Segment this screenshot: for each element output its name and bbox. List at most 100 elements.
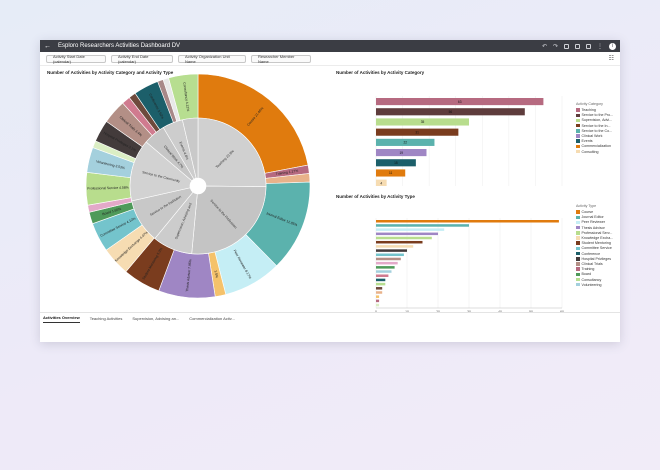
back-arrow-icon[interactable]: ← xyxy=(44,42,51,50)
title-bar: ← Esploro Researchers Activities Dashboa… xyxy=(40,40,620,52)
tab-activities-overview[interactable]: Activities Overview xyxy=(43,313,80,323)
type-legend-label: Committee Service xyxy=(581,246,612,251)
category-legend-label: Events xyxy=(581,139,593,144)
dashboard-window: ← Esploro Researchers Activities Dashboa… xyxy=(40,40,620,342)
type-bar[interactable] xyxy=(376,291,383,294)
sunburst-title: Number of Activities by Activity Categor… xyxy=(47,70,174,75)
type-legend-label: Journal Editor xyxy=(581,215,604,220)
category-legend-item[interactable]: Teaching xyxy=(576,108,613,113)
type-bar[interactable] xyxy=(376,299,380,303)
category-bar[interactable] xyxy=(376,169,406,177)
toolbar-icons: ↶ ↷ ⋮ i xyxy=(541,42,616,50)
sunburst-outer-label: Thesis Advisor 7.95% xyxy=(185,259,192,292)
type-bar[interactable] xyxy=(376,287,383,290)
category-legend-item[interactable]: Commercialization xyxy=(576,144,613,149)
type-bar[interactable] xyxy=(376,266,395,269)
type-legend-swatch xyxy=(576,267,580,271)
type-bar[interactable] xyxy=(376,253,404,257)
type-legend-swatch xyxy=(576,272,580,277)
category-data-label: 63 xyxy=(458,100,462,104)
window-title: Esploro Researchers Activities Dashboard… xyxy=(58,43,181,49)
filter-toggle-icon[interactable]: ☷ xyxy=(608,56,614,62)
category-legend-item[interactable]: Service to the In... xyxy=(576,123,613,128)
type-legend-item[interactable]: Consultancy xyxy=(576,277,613,282)
type-legend-item[interactable]: Hospital Privileges xyxy=(576,256,613,261)
type-bar[interactable] xyxy=(376,270,392,273)
edit-icon[interactable] xyxy=(586,43,591,49)
type-tick-label: 20 xyxy=(436,310,440,312)
type-bar-chart[interactable]: 0102030405060Count of Activities xyxy=(332,200,572,312)
category-legend-item[interactable]: Service to the Co... xyxy=(576,128,613,133)
category-bar[interactable] xyxy=(376,149,427,157)
sunburst-outer-label: Training 1.17% xyxy=(275,169,298,176)
type-bar[interactable] xyxy=(376,249,407,252)
category-bar[interactable] xyxy=(376,128,459,136)
filter-end-date[interactable]: Activity End Date (calendar) xyxy=(111,54,173,64)
category-bar[interactable] xyxy=(376,159,416,167)
type-bar[interactable] xyxy=(376,228,445,231)
type-legend-swatch xyxy=(576,220,580,225)
category-legend-swatch xyxy=(576,149,580,154)
type-tick-label: 50 xyxy=(529,310,533,312)
undo-icon[interactable]: ↶ xyxy=(541,43,547,50)
type-legend-item[interactable]: Thesis Advisor xyxy=(576,225,613,230)
type-bar[interactable] xyxy=(376,274,389,277)
type-bar[interactable] xyxy=(376,240,423,244)
type-legend-item[interactable]: Clinical Trials xyxy=(576,261,613,266)
tab-commercialization[interactable]: Commercialization Activ... xyxy=(189,315,235,321)
tab-supervision[interactable]: Supervision, Advising an... xyxy=(132,315,180,321)
filter-researcher[interactable]: Researcher Member Name xyxy=(251,54,311,64)
category-legend-swatch xyxy=(576,144,580,149)
type-bar[interactable] xyxy=(376,295,380,298)
category-legend-item[interactable]: Events xyxy=(576,139,613,144)
type-legend-item[interactable]: Committee Service xyxy=(576,246,613,251)
category-legend-swatch xyxy=(576,113,580,118)
category-bar[interactable] xyxy=(376,108,525,116)
type-chart-title: Number of Activities by Activity Type xyxy=(336,194,415,199)
category-bar[interactable] xyxy=(376,138,435,146)
type-legend-item[interactable]: Knowledge Excha... xyxy=(576,235,613,240)
type-bar[interactable] xyxy=(376,278,386,282)
filter-org-unit[interactable]: Activity Organization Unit Name xyxy=(178,54,246,64)
export-icon[interactable] xyxy=(575,43,580,49)
category-bar[interactable] xyxy=(376,179,387,186)
type-tick-label: 40 xyxy=(498,310,502,312)
type-legend-item[interactable]: Conference xyxy=(576,251,613,256)
more-icon[interactable]: ⋮ xyxy=(597,43,603,50)
type-legend-item[interactable]: Student Mentoring xyxy=(576,241,613,246)
type-bar[interactable] xyxy=(376,220,559,223)
category-bar[interactable] xyxy=(376,118,469,126)
category-legend-item[interactable]: Consulting xyxy=(576,149,613,154)
type-tick-label: 30 xyxy=(467,310,471,312)
type-legend-item[interactable]: Professional Serv... xyxy=(576,230,613,235)
type-legend-item[interactable]: Training xyxy=(576,267,613,272)
filter-start-date[interactable]: Activity Start Date (calendar) xyxy=(46,54,106,64)
present-icon[interactable] xyxy=(564,43,569,49)
type-bar[interactable] xyxy=(376,261,398,265)
category-bar-chart[interactable]: 010203040506070Count of Activities635635… xyxy=(332,76,572,186)
category-bar[interactable] xyxy=(376,98,544,106)
type-legend-item[interactable]: Journal Editor xyxy=(576,215,613,220)
type-legend-item[interactable]: Volunteering xyxy=(576,282,613,287)
category-legend-item[interactable]: Service to the Pro... xyxy=(576,113,613,118)
type-legend-item[interactable]: Peer Reviewer xyxy=(576,220,613,225)
category-legend-item[interactable]: Supervision, Advi... xyxy=(576,118,613,123)
type-legend-item[interactable]: Board xyxy=(576,272,613,277)
type-bar[interactable] xyxy=(376,236,432,240)
category-legend-item[interactable]: Clinical Work xyxy=(576,133,613,138)
type-bar[interactable] xyxy=(376,224,469,227)
type-legend-item[interactable]: Course xyxy=(576,210,613,215)
category-legend-swatch xyxy=(576,139,580,143)
sunburst-chart[interactable]: Course 21.46%Training 1.17%Journal Edito… xyxy=(60,74,340,314)
redo-icon[interactable]: ↷ xyxy=(552,43,558,50)
user-avatar[interactable]: i xyxy=(609,42,616,50)
type-bar[interactable] xyxy=(376,232,438,236)
type-bar[interactable] xyxy=(376,282,386,286)
type-bar[interactable] xyxy=(376,245,414,248)
type-bar[interactable] xyxy=(376,257,401,261)
type-bar[interactable] xyxy=(376,303,380,307)
tab-teaching-activities[interactable]: Teaching Activities xyxy=(89,315,123,321)
category-legend-swatch xyxy=(576,123,580,128)
type-legend-swatch xyxy=(576,241,580,245)
sunburst-outer-label: Consultancy 4.12% xyxy=(182,82,190,111)
